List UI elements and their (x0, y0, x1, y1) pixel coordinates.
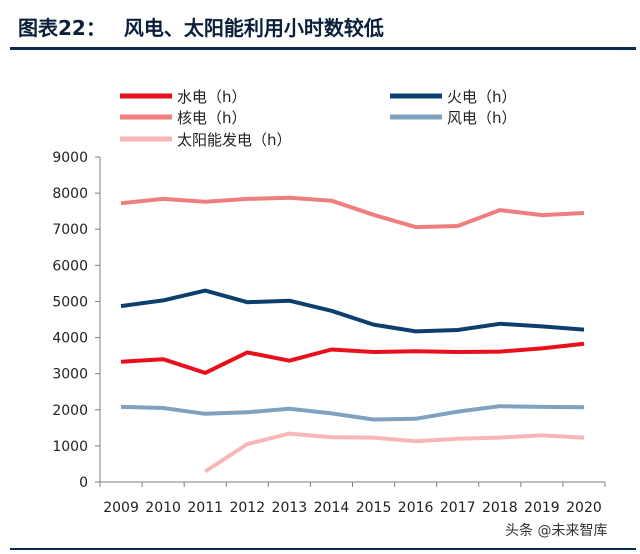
x-tick-label: 2009 (103, 500, 139, 516)
series-line-0 (120, 341, 585, 375)
series-line-4 (204, 431, 585, 474)
x-tick-label: 2015 (356, 500, 392, 516)
x-tick-label: 2013 (272, 500, 308, 516)
title-divider (10, 47, 636, 50)
legend-label-2: 核电（h） (177, 109, 247, 127)
legend-label-1: 火电（h） (447, 88, 517, 106)
y-tick-label: 1000 (52, 439, 88, 455)
series-line-2 (120, 195, 585, 230)
x-tick-label: 2014 (314, 500, 350, 516)
axes: 0 1000 2000 3000 4000 5000 6000 7000 8000 9000 200… (52, 150, 606, 516)
x-tick-label: 2010 (145, 500, 181, 516)
x-tick-label: 2017 (440, 500, 476, 516)
y-tick-label: 5000 (52, 294, 88, 310)
x-tick-label: 2018 (482, 500, 518, 516)
y-tick-label: 4000 (52, 331, 88, 347)
chart-title: 图表22： 风电、太阳能利用小时数较低 (18, 12, 384, 41)
y-tick-label: 7000 (52, 222, 88, 238)
y-tick-label: 6000 (52, 258, 88, 274)
series-line-1 (120, 288, 585, 334)
y-tick-label: 0 (79, 475, 88, 491)
legend: 水电（h） 火电（h） 核电（h） 风电（h） 太阳能发电（h） (120, 88, 517, 149)
x-tick-label: 2016 (398, 500, 434, 516)
watermark-text: 头条 @未来智库 (505, 523, 608, 539)
x-tick-label: 2012 (229, 500, 265, 516)
x-tick-label: 2011 (187, 500, 223, 516)
legend-label-0: 水电（h） (177, 88, 247, 106)
legend-label-4: 太阳能发电（h） (177, 131, 292, 149)
y-tick-label: 2000 (52, 403, 88, 419)
y-tick-label: 8000 (52, 186, 88, 202)
x-tick-label: 2019 (524, 500, 560, 516)
y-tick-label: 9000 (52, 150, 88, 166)
chart-header: 图表22： 风电、太阳能利用小时数较低 (0, 0, 640, 50)
x-tick-label: 2020 (566, 500, 602, 516)
series-line-3 (120, 404, 585, 422)
figure-title: 风电、太阳能利用小时数较低 (123, 16, 384, 40)
y-tick-label: 3000 (52, 367, 88, 383)
bottom-divider (10, 548, 636, 550)
series-group (120, 195, 585, 474)
figure-label: 图表22： (18, 16, 106, 40)
legend-label-3: 风电（h） (447, 109, 517, 127)
